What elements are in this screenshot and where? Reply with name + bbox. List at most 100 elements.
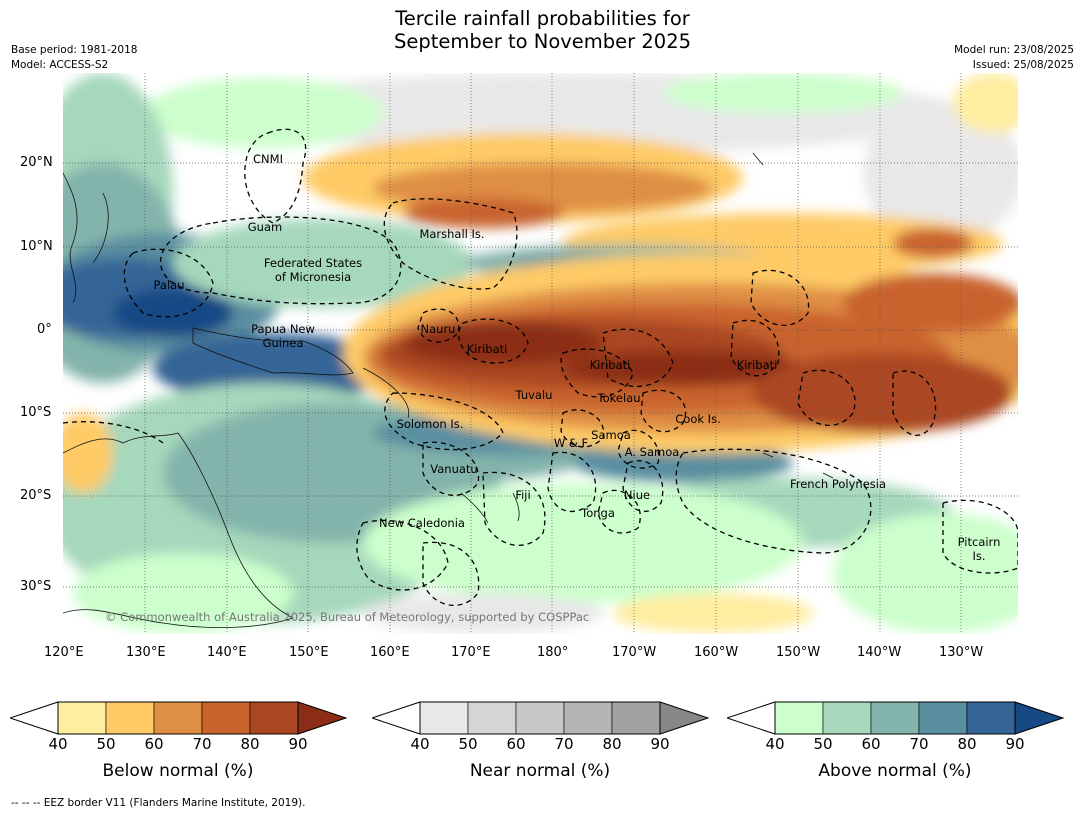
- lon-label: 170°E: [451, 645, 491, 660]
- colorbar-below-bin: [201, 701, 251, 735]
- colorbar-above-bin: [918, 701, 968, 735]
- probability-field: [63, 73, 1018, 633]
- colorbar-below: [10, 701, 348, 735]
- meta-left: Base period: 1981-2018 Model: ACCESS-S2: [11, 43, 137, 73]
- region-label-cook: Cook Is.: [675, 412, 720, 426]
- colorbar-near-low-arrow: [372, 701, 421, 735]
- region-label-cnmi: CNMI: [253, 152, 283, 166]
- region-label-fsm-1: Federated States: [264, 256, 362, 270]
- tick-label: 90: [1005, 735, 1025, 753]
- lon-label: 130°W: [939, 645, 984, 660]
- region-label-png-2: Guinea: [263, 336, 304, 350]
- lon-label: 140°W: [857, 645, 902, 660]
- colorbar-near-bin: [611, 701, 661, 735]
- lat-label: 10°N: [20, 239, 53, 254]
- region-label-tonga: Tonga: [580, 506, 615, 520]
- region-label-fsm-2: of Micronesia: [275, 270, 351, 284]
- colorbar-above-title: Above normal (%): [818, 761, 972, 781]
- colorbar-below-title: Below normal (%): [102, 761, 254, 781]
- region-label-french-polynesia: French Polynesia: [790, 477, 886, 491]
- region-label-kiribati-1: Kiribati: [467, 342, 508, 356]
- copyright-text: © Commonwealth of Australia 2025, Bureau…: [105, 610, 589, 624]
- tick-label: 70: [554, 735, 574, 753]
- region-label-solomon: Solomon Is.: [397, 417, 464, 431]
- lat-label: 20°S: [20, 488, 52, 503]
- tick-label: 70: [909, 735, 929, 753]
- region-label-kiribati-2: Kiribati: [590, 358, 631, 372]
- colorbar-near-high-arrow: [659, 701, 710, 735]
- colorbar-below-bins: [57, 701, 299, 735]
- tick-label: 60: [861, 735, 881, 753]
- lon-label: 130°E: [126, 645, 166, 660]
- colorbar-above-low-arrow: [727, 701, 776, 735]
- eez-borders: [63, 128, 1018, 606]
- tick-label: 90: [650, 735, 670, 753]
- region-label-american-samoa: A. Samoa: [625, 445, 680, 459]
- colorbar-above: [727, 701, 1065, 735]
- colorbar-near-bin: [563, 701, 613, 735]
- region-label-nauru: Nauru: [421, 322, 456, 336]
- base-period: Base period: 1981-2018: [11, 44, 138, 56]
- tick-label: 50: [813, 735, 833, 753]
- tick-label: 90: [288, 735, 308, 753]
- lat-label: 0°: [37, 322, 52, 337]
- colorbar-below-bin: [105, 701, 155, 735]
- region-label-wallis-futuna: W & F: [554, 436, 588, 450]
- tick-label: 40: [410, 735, 430, 753]
- chart-title: Tercile rainfall probabilities for Septe…: [0, 7, 1085, 53]
- region-label-samoa: Samoa: [591, 428, 631, 442]
- tick-label: 50: [96, 735, 116, 753]
- colorbar-below-low-arrow: [10, 701, 59, 735]
- colorbar-near-bin: [467, 701, 517, 735]
- lon-label: 140°E: [207, 645, 247, 660]
- colorbar-above-high-arrow: [1014, 701, 1065, 735]
- colorbar-above-bins: [774, 701, 1016, 735]
- region-label-pitcairn-1: Pitcairn: [958, 535, 1001, 549]
- colorbar-near-bins: [419, 701, 661, 735]
- graticule: [63, 73, 1018, 634]
- region-label-marshall: Marshall Is.: [419, 227, 484, 241]
- colorbar-above-bin: [822, 701, 872, 735]
- issued-date: Issued: 25/08/2025: [972, 59, 1074, 71]
- colorbar-near-bin: [419, 701, 469, 735]
- title-line-2: September to November 2025: [393, 30, 692, 53]
- colorbar-near-title: Near normal (%): [469, 761, 611, 781]
- region-label-tuvalu: Tuvalu: [515, 388, 553, 402]
- colorbar-near: [372, 701, 710, 735]
- meta-right: Model run: 23/08/2025 Issued: 25/08/2025: [954, 43, 1074, 73]
- lat-label: 20°N: [20, 155, 53, 170]
- colorbar-above-bin: [870, 701, 920, 735]
- colorbar-near-bin: [515, 701, 565, 735]
- eez-footnote: -- -- -- EEZ border V11 (Flanders Marine…: [11, 797, 306, 809]
- model-name: Model: ACCESS-S2: [11, 59, 109, 71]
- coastlines: [63, 152, 834, 628]
- lon-label: 160°W: [694, 645, 739, 660]
- title-line-1: Tercile rainfall probabilities for: [395, 7, 690, 30]
- region-label-pitcairn-2: Is.: [972, 549, 985, 563]
- region-label-png-1: Papua New: [251, 322, 315, 336]
- tick-label: 80: [602, 735, 622, 753]
- region-label-fiji: Fiji: [515, 488, 530, 502]
- colorbar-below-high-arrow: [297, 701, 348, 735]
- lat-label: 10°S: [20, 405, 52, 420]
- region-label-palau: Palau: [154, 278, 185, 292]
- tick-label: 60: [144, 735, 164, 753]
- colorbar-below-bin: [249, 701, 299, 735]
- colorbar-above-bin: [966, 701, 1016, 735]
- lat-label: 30°S: [20, 579, 52, 594]
- rainfall-map: © Commonwealth of Australia 2025, Bureau…: [63, 73, 1018, 634]
- region-labels: CNMI Guam Marshall Is. Federated States …: [154, 152, 1001, 563]
- model-run: Model run: 23/08/2025: [954, 44, 1074, 56]
- region-label-new-caledonia: New Caledonia: [379, 516, 465, 530]
- lon-label: 150°E: [289, 645, 329, 660]
- colorbar-above-bin: [774, 701, 824, 735]
- map-svg: © Commonwealth of Australia 2025, Bureau…: [63, 73, 1018, 634]
- region-label-niue: Niue: [624, 488, 650, 502]
- colorbar-below-bin: [57, 701, 107, 735]
- lon-label: 160°E: [370, 645, 410, 660]
- tick-label: 70: [192, 735, 212, 753]
- lon-label: 170°W: [612, 645, 657, 660]
- tick-label: 50: [458, 735, 478, 753]
- tick-label: 40: [48, 735, 68, 753]
- tick-label: 40: [765, 735, 785, 753]
